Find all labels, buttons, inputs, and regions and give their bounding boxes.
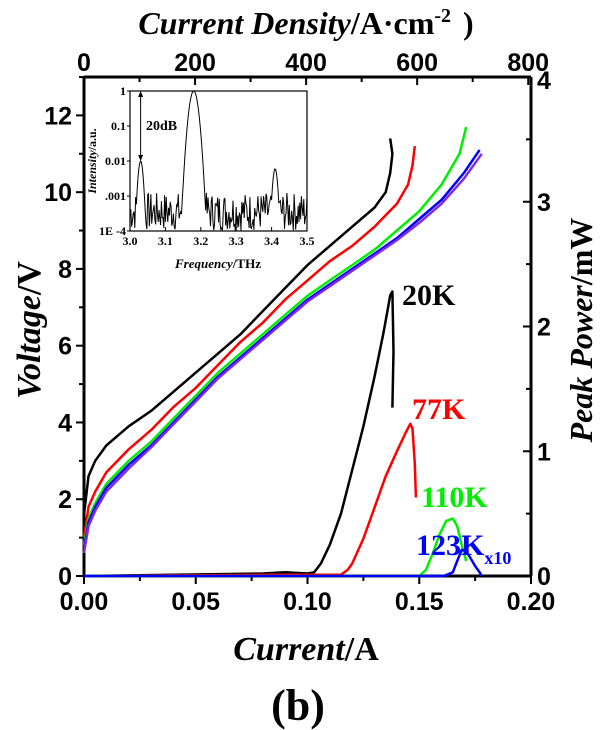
x-tick-label: 0.00 (60, 588, 109, 616)
x-axis-title: Current/A (233, 631, 379, 668)
voltage-line-110k-v-i (82, 126, 468, 546)
inset-y-tick-label: 1 (120, 84, 126, 98)
series-label-123k: 123Kx10 (416, 529, 511, 568)
x2-tick-label: 200 (174, 49, 216, 77)
y-axis-title-italic: Voltage (11, 295, 48, 399)
x2-axis-title-tail: ) (463, 5, 474, 41)
power-line-110k (84, 517, 468, 578)
series-label-text: 110K (421, 481, 488, 514)
power-line-123k (84, 548, 483, 578)
inset-x-title-italic: Frequency (174, 256, 233, 271)
x-tick-label: 0.10 (283, 588, 332, 616)
y2-tick-label: 1 (537, 438, 551, 466)
y-tick-label: 0 (58, 563, 72, 591)
y2-tick-label: 4 (537, 67, 551, 95)
inset-x-title-unit: /THz (232, 256, 261, 271)
y-axis-title: Voltage/V (11, 261, 48, 399)
inset-spectrum: 3.0 3.1 3.2 3.3 3.4 3.5 1E -4 .001 0.01 0.1 1 20d… (85, 84, 315, 271)
x2-axis-title-italic: Current Density (138, 5, 351, 41)
inset-y-tick-label: 0.1 (111, 119, 126, 133)
inset-arrow-head-up (138, 91, 144, 97)
series-label-text: 20K (402, 279, 456, 312)
x2-tick-label: 800 (507, 49, 549, 77)
x-axis-title-italic: Current (233, 631, 346, 668)
y2-tick-label: 3 (537, 189, 551, 217)
power-line-20k (83, 290, 395, 578)
y-tick-label: 6 (58, 333, 72, 361)
y2-axis-title-unit: /mW (563, 218, 599, 287)
y-tick-label: 2 (58, 486, 72, 514)
y2-axis-title: Peak Power/mW (563, 218, 599, 444)
y2-tick-labels: 0 1 2 3 4 (537, 67, 551, 591)
inset-x-tick-label: 3.3 (229, 234, 244, 248)
y-tick-label: 12 (44, 102, 72, 130)
y-tick-label: 4 (58, 409, 72, 437)
inset-annotation: 20dB (146, 119, 177, 134)
inset-ticks (127, 90, 308, 232)
panel-label: (b) (271, 681, 325, 730)
x-tick-label: 0.15 (395, 588, 444, 616)
inset-y-tick-label: 0.01 (105, 154, 126, 168)
x2-axis-title: Current Density/A·cm-2) (138, 5, 473, 41)
inset-x-title: Frequency/THz (174, 256, 261, 271)
inset-x-tick-label: 3.5 (300, 234, 315, 248)
inset-x-tick-label: 3.0 (123, 234, 138, 248)
voltage-line-20k-v-i (82, 138, 394, 515)
voltage-line-123k-v-i (82, 149, 481, 550)
series-label-subscript: x10 (484, 548, 511, 568)
inset-x-tick-label: 3.4 (264, 234, 279, 248)
inset-y-tick-label: 1E -4 (99, 224, 126, 238)
inset-x-tick-labels: 3.0 3.1 3.2 3.3 3.4 3.5 (123, 234, 315, 248)
x-axis-title-unit: /A (344, 631, 379, 668)
inset-y-tick-labels: 1E -4 .001 0.01 0.1 1 (99, 84, 126, 238)
x2-axis-title-unit: /A·cm (350, 5, 435, 41)
inset-spectrum-line (129, 90, 308, 232)
y-tick-label: 8 (58, 256, 72, 284)
voltage-line-additional-v-i (82, 153, 483, 554)
inset-y-tick-label: .001 (105, 189, 126, 203)
series-label-110k: 110K (421, 481, 488, 514)
y-axis-title-unit: /V (11, 261, 48, 296)
y2-tick-label: 2 (537, 314, 551, 342)
axes (76, 75, 533, 584)
series-label-text: 77K (412, 393, 466, 426)
x-tick-label: 0.20 (507, 588, 556, 616)
series-labels: 20K 77K 110K 123Kx10 (402, 279, 511, 568)
x2-tick-labels: 0 200 400 600 800 (77, 49, 549, 77)
inset-y-title: Intensity/a.u. (85, 128, 99, 194)
voltage-line-77k-v-i (82, 145, 417, 538)
inset-y-title-italic: Intensity (85, 150, 99, 195)
inset-x-tick-label: 3.1 (158, 234, 173, 248)
series-label-77k: 77K (412, 393, 466, 426)
inset-y-title-unit: /a.u. (85, 128, 99, 151)
x2-tick-label: 0 (77, 49, 91, 77)
inset-20db-arrow (138, 91, 144, 161)
voltage-series-group (82, 126, 483, 554)
x2-tick-label: 400 (285, 49, 327, 77)
x2-axis-title-sup: -2 (434, 5, 451, 27)
x-tick-label: 0.05 (171, 588, 220, 616)
x-tick-labels: 0.00 0.05 0.10 0.15 0.20 (60, 588, 556, 616)
x2-tick-label: 600 (396, 49, 438, 77)
inset-x-tick-label: 3.2 (193, 234, 208, 248)
power-series-group (83, 290, 483, 578)
y-tick-labels: 0 2 4 6 8 10 12 (44, 102, 72, 591)
y-tick-label: 10 (44, 179, 72, 207)
series-label-20k: 20K (402, 279, 456, 312)
power-line-77k (83, 422, 418, 578)
y2-tick-label: 0 (537, 563, 551, 591)
series-label-text: 123K (416, 529, 485, 562)
inset-arrow-head-down (138, 155, 144, 161)
y2-axis-title-italic: Peak Power (563, 285, 599, 444)
